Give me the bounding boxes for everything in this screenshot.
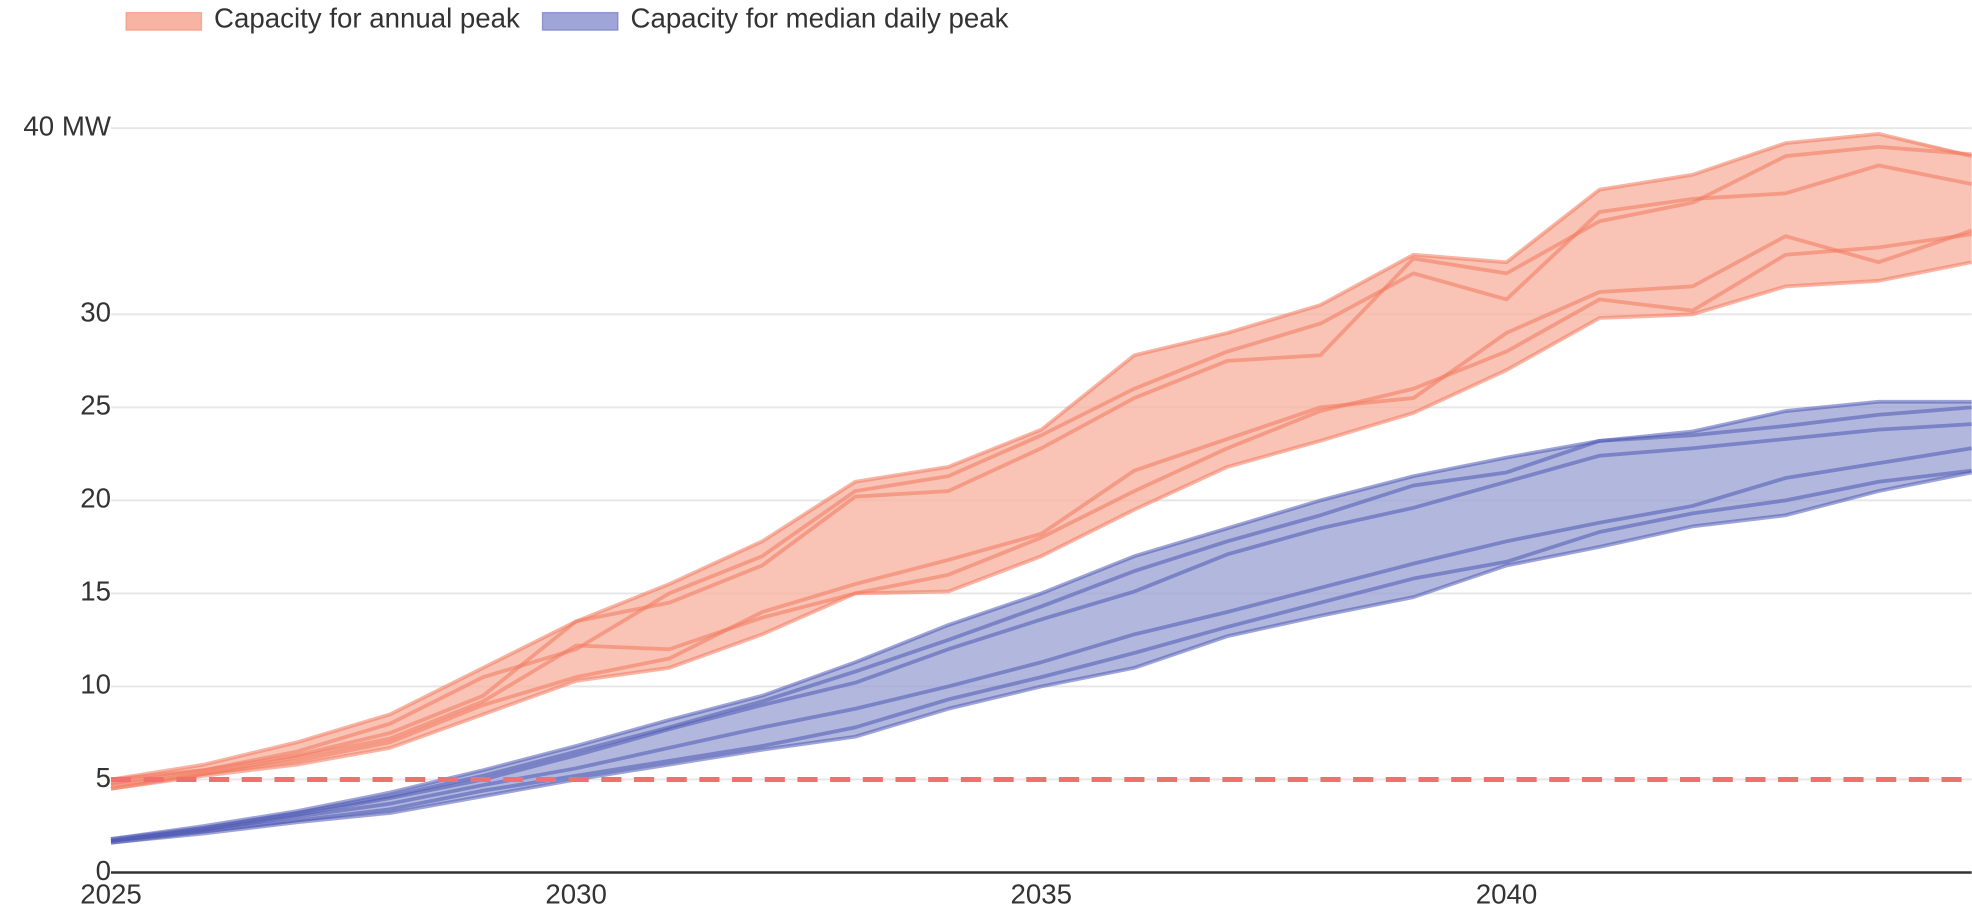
y-tick-label: 5 <box>96 762 111 793</box>
x-tick-label: 2030 <box>545 879 606 910</box>
series-line <box>110 232 1972 787</box>
y-tick-label: 0 <box>96 855 111 886</box>
series-line <box>110 144 1972 782</box>
y-tick-label: 30 <box>80 297 111 328</box>
y-tick-label: 20 <box>80 483 111 514</box>
legend-label: Capacity for annual peak <box>214 2 520 33</box>
series-line <box>110 405 1972 841</box>
x-tick-label: 2025 <box>80 879 142 910</box>
series-line <box>110 131 1972 782</box>
y-tick-label: 10 <box>80 669 111 700</box>
x-tick-label: 2040 <box>1476 879 1538 910</box>
x-tick-label: 2035 <box>1011 879 1073 910</box>
series-line <box>110 470 1972 845</box>
series-line <box>110 468 1972 845</box>
series-line <box>110 422 1972 843</box>
series-line <box>110 260 1972 791</box>
legend-swatch <box>541 11 619 31</box>
series-line <box>110 399 1972 841</box>
series-line <box>110 446 1972 843</box>
y-tick-label: 25 <box>80 390 111 421</box>
legend-swatch <box>125 11 203 31</box>
series-line <box>110 228 1972 791</box>
y-tick-label: 40 MW <box>23 111 111 142</box>
y-tick-label: 15 <box>80 576 111 607</box>
series-line <box>110 163 1972 786</box>
legend-label: Capacity for median daily peak <box>630 2 1008 33</box>
band <box>110 401 1972 843</box>
